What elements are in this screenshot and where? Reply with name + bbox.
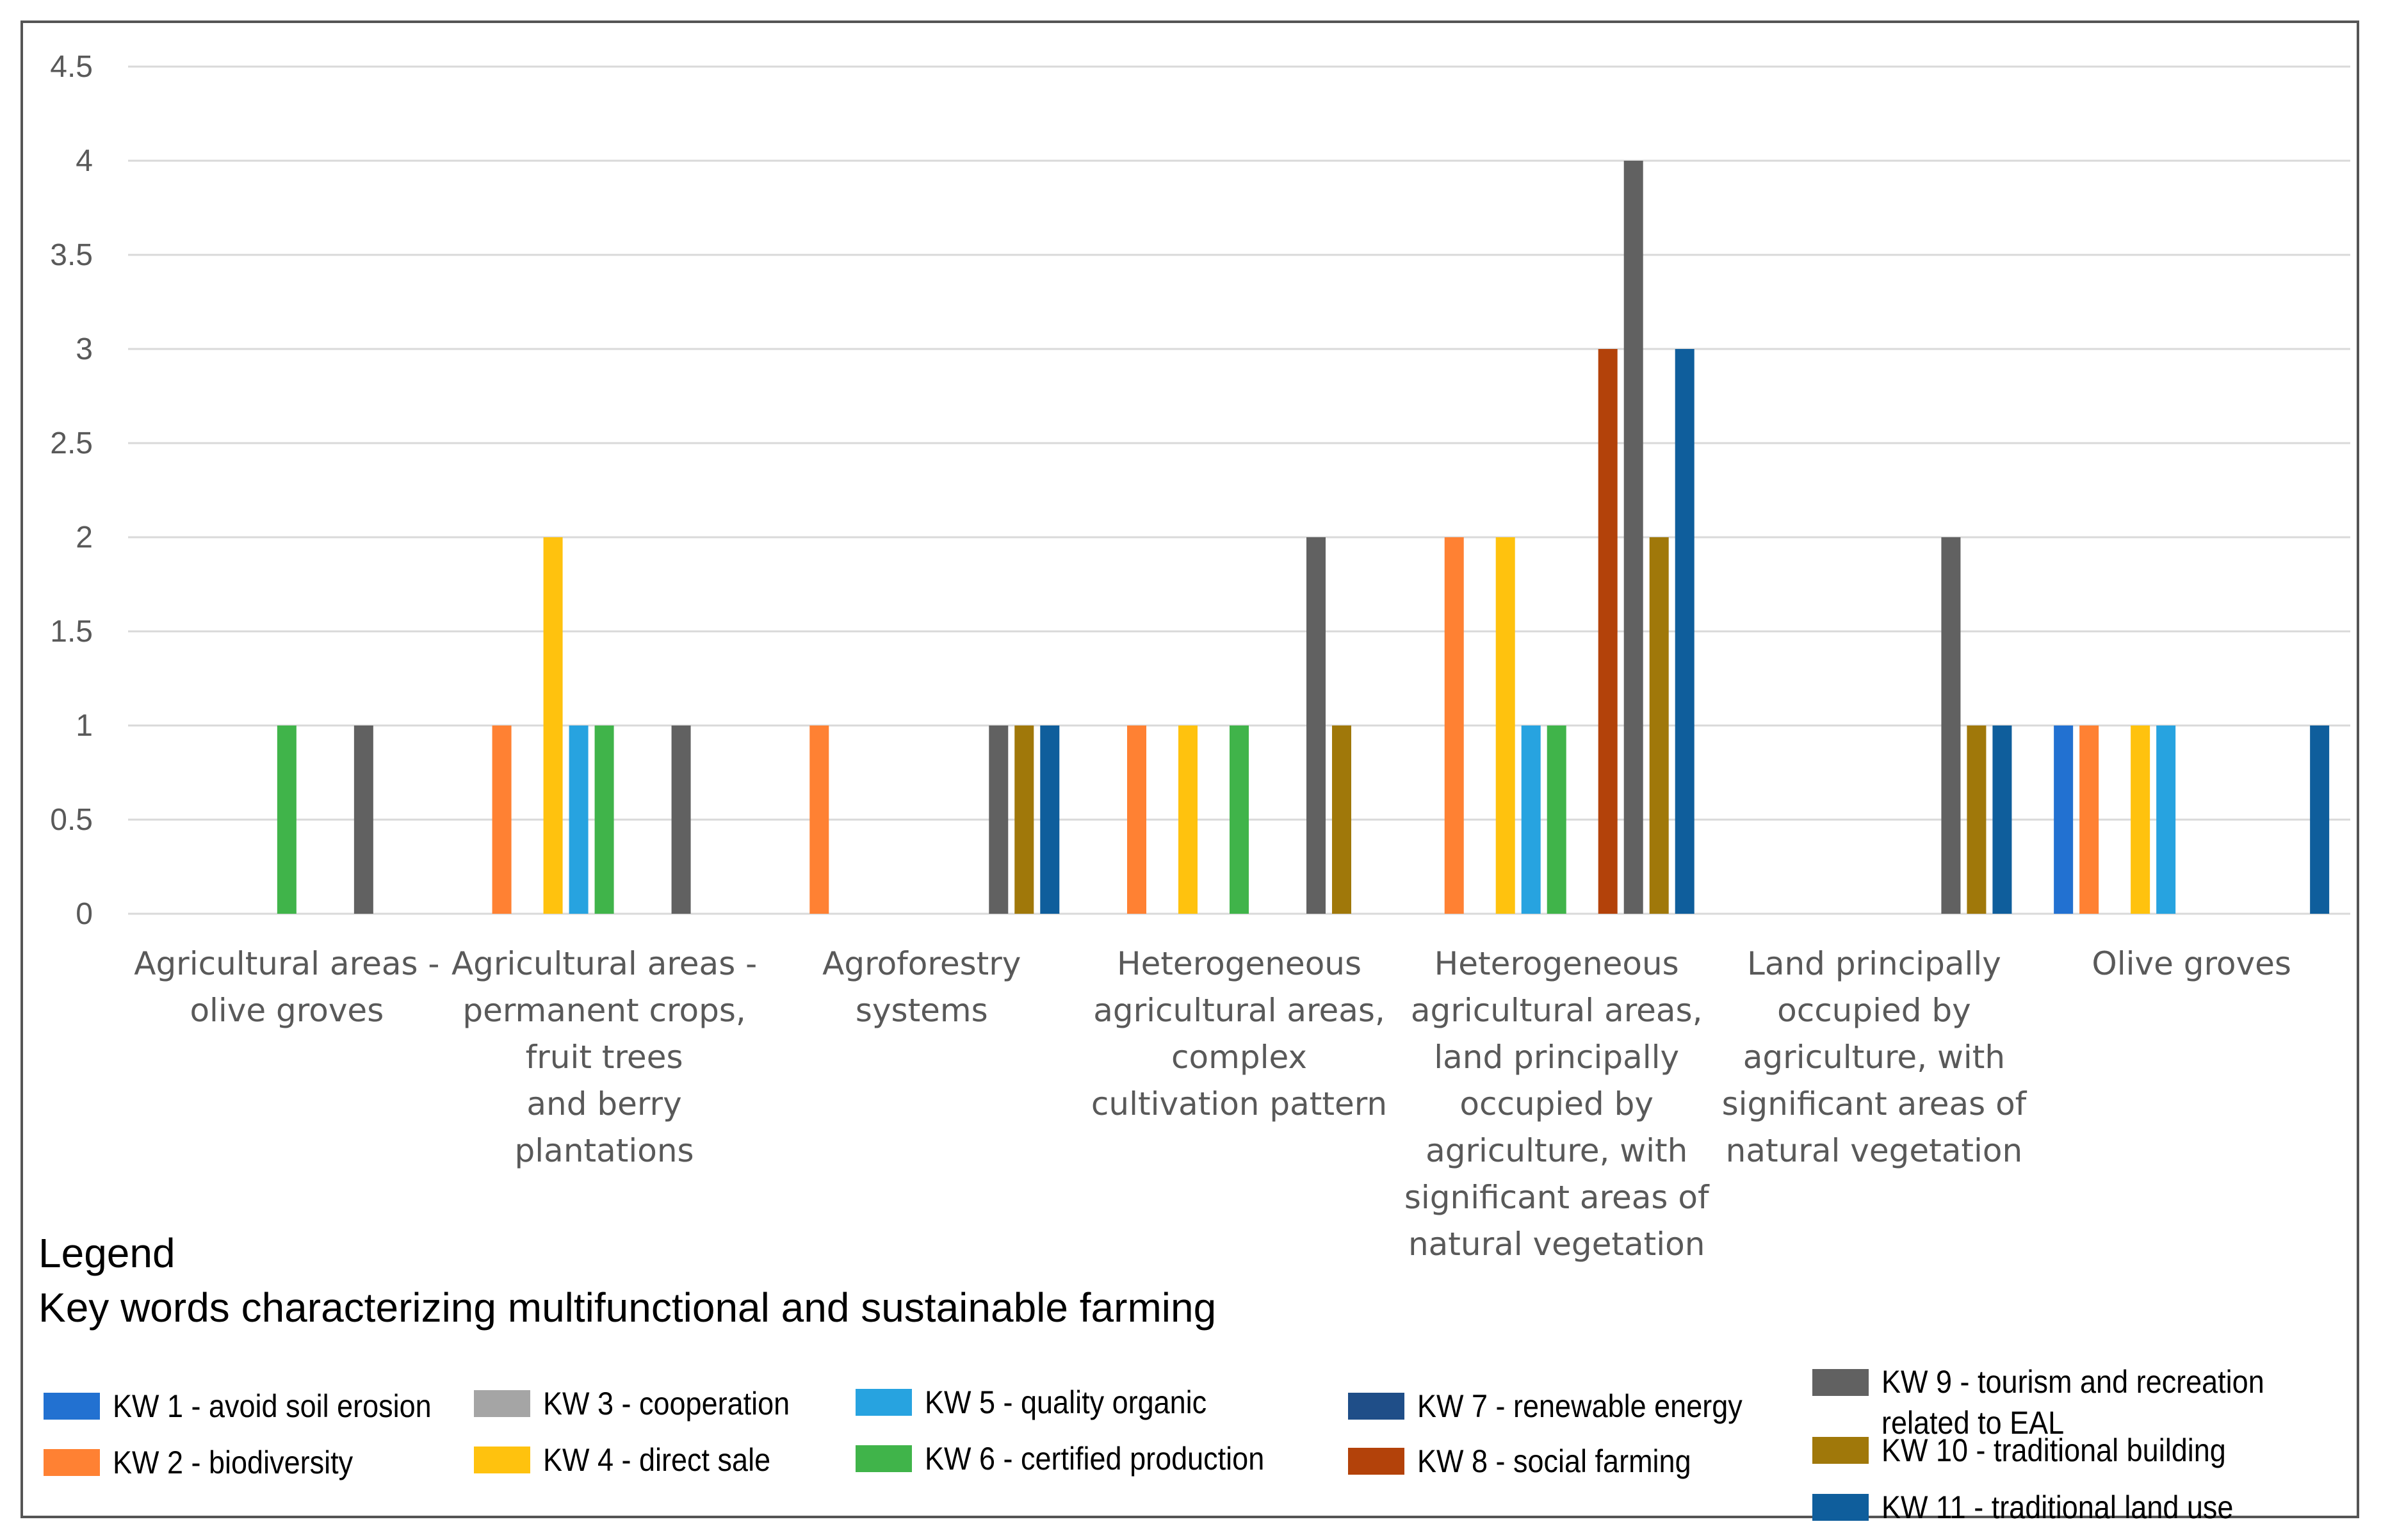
legend-item: KW 5 - quality organic	[856, 1382, 1238, 1423]
bar	[1521, 725, 1541, 914]
bar	[1598, 349, 1618, 914]
y-tick-label: 0.5	[50, 803, 93, 837]
legend-label: KW 4 - direct sale	[543, 1442, 771, 1478]
bar	[543, 537, 563, 914]
legend-swatch	[1812, 1494, 1869, 1521]
bar	[1495, 537, 1515, 914]
bar	[1127, 725, 1146, 914]
legend-item: KW 1 - avoid soil erosion	[44, 1386, 467, 1427]
legend-item: KW 3 - cooperation	[474, 1383, 817, 1424]
legend-swatch	[474, 1447, 530, 1473]
bar	[353, 725, 373, 914]
legend-item: KW 4 - direct sale	[474, 1439, 796, 1480]
bar	[1941, 537, 1961, 914]
bars	[277, 161, 2330, 914]
bar	[1649, 537, 1669, 914]
legend-swatch	[44, 1393, 100, 1420]
legend-heading: Legend	[38, 1230, 175, 1276]
bar	[1992, 725, 2012, 914]
legend-item: KW 7 - renewable energy	[1348, 1386, 1778, 1427]
y-tick-label: 1	[76, 709, 93, 743]
legend-item: KW 2 - biodiversity	[44, 1442, 380, 1483]
legend-swatch	[1348, 1393, 1404, 1420]
category-labels: Agricultural areas -olive grovesAgricult…	[134, 945, 2291, 1263]
legend-swatch	[44, 1449, 100, 1476]
bar	[1623, 161, 1643, 914]
legend-label: KW 11 - traditional land use	[1881, 1489, 2234, 1525]
category-label: Agricultural areas -olive groves	[134, 945, 439, 1029]
bar	[1306, 537, 1326, 914]
category-label: Olive groves	[2092, 945, 2291, 982]
y-axis-ticks: 0 0.5 1 1.5 2 2.5 3 3.5 4 4.5	[50, 50, 93, 931]
bar	[1178, 725, 1198, 914]
bar	[1332, 725, 1351, 914]
legend-item: KW 9 - tourism and recreation related to …	[1812, 1361, 2307, 1443]
bar	[671, 725, 691, 914]
bar	[809, 725, 829, 914]
category-label: Land principally occupied by agriculture, …	[1722, 945, 2028, 1169]
legend-label: KW 7 - renewable energy	[1417, 1388, 1743, 1424]
legend-item: KW 11 - traditional land use	[1812, 1487, 2273, 1528]
bar	[2156, 725, 2176, 914]
bar	[594, 725, 614, 914]
bar	[2310, 725, 2330, 914]
legend-label: KW 1 - avoid soil erosion	[113, 1388, 432, 1424]
bar	[277, 725, 297, 914]
legend-label: KW 5 - quality organic	[925, 1384, 1207, 1420]
y-tick-label: 4.5	[50, 50, 93, 84]
legend-swatch	[1348, 1448, 1404, 1475]
legend-swatch	[1812, 1437, 1869, 1464]
bar	[2054, 725, 2074, 914]
legend-label: KW 2 - biodiversity	[113, 1445, 353, 1480]
legend-swatch	[856, 1445, 912, 1472]
y-tick-label: 1.5	[50, 615, 93, 649]
y-tick-label: 4	[76, 144, 93, 178]
bar	[1014, 725, 1034, 914]
category-label: Agricultural areas -permanent crops, frui…	[451, 945, 757, 1169]
legend-label: KW 6 - certified production	[925, 1441, 1265, 1477]
category-label: Agroforestry systems	[822, 945, 1021, 1029]
bar	[1444, 537, 1464, 914]
y-tick-label: 3.5	[50, 238, 93, 272]
bar	[1547, 725, 1566, 914]
legend-subtitle: Key words characterizing multifunctional…	[38, 1285, 1217, 1331]
y-tick-label: 0	[76, 897, 93, 931]
legend-label: KW 10 - traditional building	[1881, 1432, 2226, 1468]
category-label: Heterogeneous agricultural areas, land pri…	[1404, 945, 1710, 1263]
legend-item: KW 10 - traditional building	[1812, 1430, 2264, 1471]
y-tick-label: 2	[76, 521, 93, 555]
bar	[569, 725, 589, 914]
legend-label: KW 3 - cooperation	[543, 1386, 790, 1422]
bar	[989, 725, 1009, 914]
bar	[1675, 349, 1694, 914]
legend-item: KW 8 - social farming	[1348, 1441, 1721, 1482]
legend-swatch	[1812, 1369, 1869, 1396]
category-label: Heterogeneous agricultural areas, complex c…	[1091, 945, 1387, 1123]
legend-label: KW 9 - tourism and recreation related to …	[1881, 1364, 2264, 1441]
bar	[2079, 725, 2099, 914]
bar	[1967, 725, 1987, 914]
legend-swatch	[856, 1389, 912, 1416]
legend-label: KW 8 - social farming	[1417, 1443, 1691, 1479]
bar	[1040, 725, 1060, 914]
bar	[1230, 725, 1249, 914]
y-tick-label: 3	[76, 332, 93, 366]
legend-item: KW 6 - certified production	[856, 1438, 1302, 1479]
bar	[2131, 725, 2150, 914]
legend-swatch	[474, 1390, 530, 1417]
bar	[492, 725, 512, 914]
y-tick-label: 2.5	[50, 426, 93, 460]
